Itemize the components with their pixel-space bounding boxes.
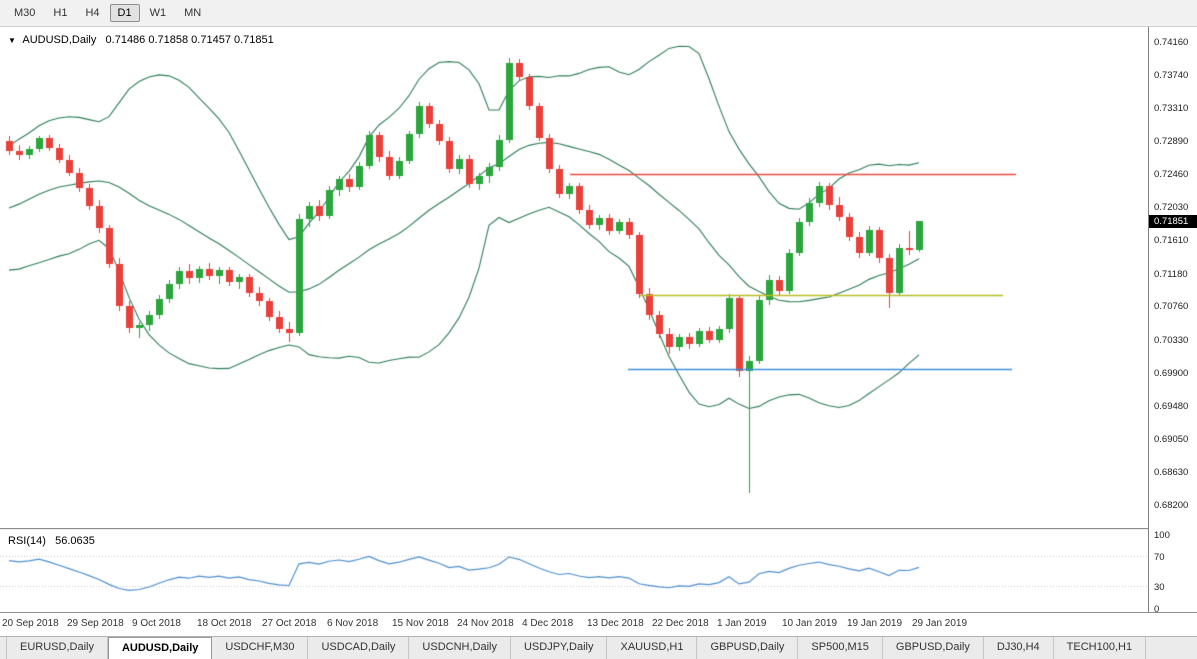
timeframe-button-mn[interactable]: MN <box>184 7 202 19</box>
price-axis-label: 0.69480 <box>1154 401 1189 412</box>
price-axis-label: 0.72030 <box>1154 202 1189 213</box>
timeframe-toolbar: M30 H1 H4 D1 W1 MN <box>0 0 1197 27</box>
timeframe-button-h4[interactable]: H4 <box>85 7 100 19</box>
date-axis-label: 27 Oct 2018 <box>262 618 317 629</box>
rsi-axis-label: 70 <box>1154 552 1165 563</box>
rsi-axis-label: 30 <box>1154 582 1165 593</box>
date-axis-label: 20 Sep 2018 <box>2 618 59 629</box>
chart-tab-gbpusd-daily[interactable]: GBPUSD,Daily <box>697 637 799 659</box>
timeframe-button-m30[interactable]: M30 <box>14 7 36 19</box>
price-axis[interactable]: 0.71851 0.74160 0.73740 0.73310 0.72890 0.72… <box>1148 27 1197 615</box>
date-axis-label: 22 Dec 2018 <box>652 618 709 629</box>
date-axis[interactable]: 20 Sep 2018 29 Sep 2018 9 Oct 2018 18 Oct 2… <box>0 612 1197 636</box>
price-axis-label: 0.68630 <box>1154 467 1189 478</box>
price-axis-label: 0.73310 <box>1154 103 1189 114</box>
price-axis-label: 0.72890 <box>1154 136 1189 147</box>
rsi-indicator-label: RSI(14) 56.0635 <box>8 535 95 547</box>
date-axis-label: 29 Jan 2019 <box>912 618 968 629</box>
timeframe-button-d1[interactable]: D1 <box>109 4 140 22</box>
rsi-axis-label: 100 <box>1154 530 1170 541</box>
chart-tab-usdcnh-daily[interactable]: USDCNH,Daily <box>409 637 511 659</box>
date-axis-label: 18 Oct 2018 <box>197 618 252 629</box>
date-axis-label: 9 Oct 2018 <box>132 618 181 629</box>
date-axis-label: 24 Nov 2018 <box>457 618 514 629</box>
rsi-axis-label: 0 <box>1154 604 1160 615</box>
price-axis-label: 0.70760 <box>1154 301 1189 312</box>
price-axis-label: 0.71180 <box>1154 269 1188 280</box>
current-price-badge: 0.71851 <box>1149 215 1197 228</box>
chart-tab-dj30-h4[interactable]: DJ30,H4 <box>984 637 1054 659</box>
panel-resize-divider[interactable] <box>0 528 1197 530</box>
price-axis-label: 0.74160 <box>1154 37 1189 48</box>
price-axis-label: 0.71610 <box>1154 235 1189 246</box>
date-axis-label: 29 Sep 2018 <box>67 618 124 629</box>
rsi-panel-canvas[interactable] <box>0 530 1148 612</box>
rsi-value: 56.0635 <box>55 535 95 547</box>
date-axis-label: 19 Jan 2019 <box>847 618 903 629</box>
chart-tab-usdchf-m30[interactable]: USDCHF,M30 <box>212 637 309 659</box>
chart-ohlc-values: 0.71486 0.71858 0.71457 0.71851 <box>105 34 274 46</box>
chart-window: ▼ AUDUSD,Daily 0.71486 0.71858 0.71457 0… <box>0 27 1197 615</box>
rsi-name: RSI(14) <box>8 535 46 547</box>
price-axis-label: 0.72460 <box>1154 169 1189 180</box>
chart-tab-xauusd-h1[interactable]: XAUUSD,H1 <box>607 637 698 659</box>
date-axis-label: 6 Nov 2018 <box>327 618 379 629</box>
chart-tab-eurusd-daily[interactable]: EURUSD,Daily <box>6 637 108 659</box>
chart-tab-sp500-m15[interactable]: SP500,M15 <box>798 637 883 659</box>
date-axis-label: 10 Jan 2019 <box>782 618 838 629</box>
date-axis-label: 1 Jan 2019 <box>717 618 767 629</box>
chart-tabbar: EURUSD,Daily AUDUSD,Daily USDCHF,M30 USDCAD… <box>0 636 1197 659</box>
chart-tab-tech100-h1[interactable]: TECH100,H1 <box>1054 637 1147 659</box>
price-axis-label: 0.73740 <box>1154 70 1189 81</box>
price-axis-label: 0.69050 <box>1154 434 1189 445</box>
date-axis-label: 13 Dec 2018 <box>587 618 644 629</box>
chart-tab-usdcad-daily[interactable]: USDCAD,Daily <box>308 637 410 659</box>
price-axis-label: 0.68200 <box>1154 500 1189 511</box>
timeframe-button-w1[interactable]: W1 <box>149 7 167 19</box>
chart-symbol-label: AUDUSD,Daily <box>22 34 97 46</box>
date-axis-label: 15 Nov 2018 <box>392 618 449 629</box>
chart-title: ▼ AUDUSD,Daily 0.71486 0.71858 0.71457 0… <box>8 34 274 46</box>
price-chart-canvas[interactable] <box>0 27 1148 528</box>
timeframe-button-h1[interactable]: H1 <box>53 7 68 19</box>
date-axis-label: 4 Dec 2018 <box>522 618 574 629</box>
chart-symbol-marker-icon: ▼ <box>8 36 16 45</box>
price-axis-label: 0.69900 <box>1154 368 1189 379</box>
chart-tab-audusd-daily[interactable]: AUDUSD,Daily <box>107 637 213 659</box>
price-axis-label: 0.70330 <box>1154 335 1189 346</box>
chart-tab-usdjpy-daily[interactable]: USDJPY,Daily <box>511 637 608 659</box>
chart-tab-gbpusd-daily[interactable]: GBPUSD,Daily <box>883 637 984 659</box>
